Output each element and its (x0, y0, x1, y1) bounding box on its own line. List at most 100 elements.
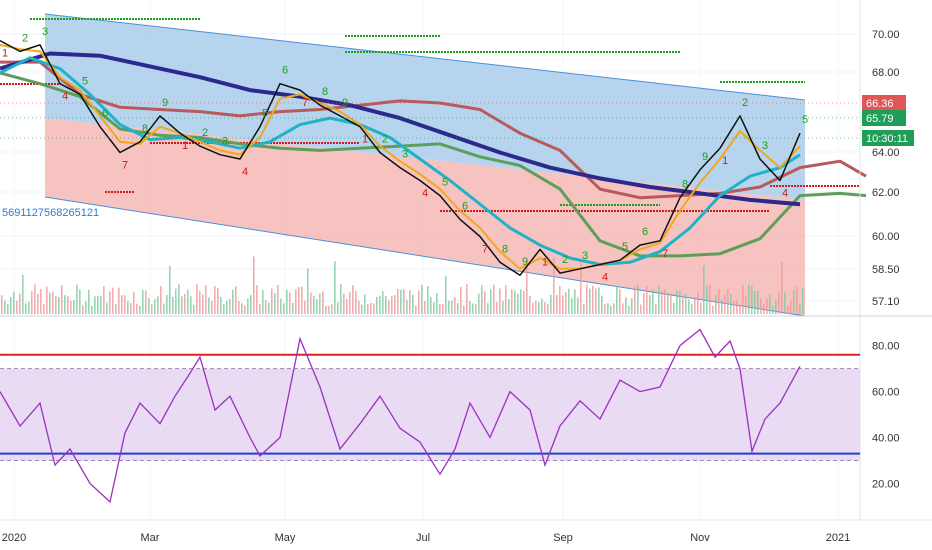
td-number: 3 (42, 26, 48, 38)
td-number: 8 (502, 243, 508, 255)
time-tick-label: Mar (141, 532, 160, 544)
volume-bar (784, 292, 786, 314)
volume-bar (58, 296, 60, 314)
volume-bar (679, 290, 681, 314)
volume-bar (334, 261, 336, 314)
td-number: 7 (302, 97, 308, 109)
volume-bar (670, 293, 672, 314)
volume-bar (298, 286, 300, 314)
volume-bar (463, 305, 465, 314)
volume-bar (55, 296, 57, 314)
volume-bar (499, 288, 501, 314)
volume-bar (4, 300, 6, 314)
volume-bar (601, 295, 603, 314)
volume-bar (550, 294, 552, 314)
td-number: 4 (782, 188, 788, 200)
volume-bar (130, 302, 132, 314)
volume-bar (772, 305, 774, 314)
volume-bar (160, 286, 162, 314)
volume-bar (34, 284, 36, 314)
volume-bar (646, 285, 648, 314)
volume-bar (115, 304, 117, 314)
td-number: 8 (142, 123, 148, 135)
volume-bar (241, 303, 243, 314)
td-number: 5 (262, 108, 268, 120)
volume-bar (331, 304, 333, 314)
volume-bar (682, 294, 684, 314)
volume-bar (265, 299, 267, 314)
price-tick-label: 57.10 (872, 296, 900, 308)
volume-bar (685, 293, 687, 314)
volume-bar (304, 300, 306, 314)
volume-bar (406, 299, 408, 314)
volume-bar (400, 289, 402, 314)
volume-bar (658, 285, 660, 314)
volume-bar (142, 289, 144, 314)
td-number: 2 (22, 32, 28, 44)
volume-bar (262, 290, 264, 314)
volume-bar (553, 257, 555, 314)
rsi-axis-ticks: 80.00 60.00 40.00 20.00 (872, 341, 900, 491)
volume-bar (175, 288, 177, 314)
volume-bar (568, 288, 570, 314)
volume-bar (40, 288, 42, 314)
td-number: 9 (522, 256, 528, 268)
volume-bar (613, 303, 615, 314)
volume-bar (634, 286, 636, 314)
volume-bar (559, 285, 561, 314)
volume-bar (424, 300, 426, 314)
volume-bar (208, 297, 210, 314)
volume-bar (157, 296, 159, 314)
volume-bar (529, 295, 531, 314)
volume-bar (622, 303, 624, 314)
volume-bar (94, 296, 96, 314)
volume-bar (481, 285, 483, 314)
volume-bar (703, 265, 705, 314)
volume-bar (319, 293, 321, 314)
volume-bar (697, 292, 699, 314)
volume-bar (664, 289, 666, 314)
volume-bar (244, 305, 246, 314)
volume-bar (775, 300, 777, 314)
volume-bar (154, 299, 156, 314)
volume-bar (493, 284, 495, 314)
td-number: 8 (682, 179, 688, 191)
volume-bar (196, 284, 198, 314)
volume-bar (13, 291, 15, 314)
td-number: 4 (242, 166, 248, 178)
price-tick-label: 58.50 (872, 264, 900, 276)
volume-bar (787, 305, 789, 314)
volume-bar (394, 295, 396, 314)
volume-bar (688, 299, 690, 314)
price-line (0, 39, 801, 276)
td-number: 1 (2, 48, 8, 60)
volume-bar (721, 299, 723, 314)
td-number: 2 (202, 127, 208, 139)
volume-bar (724, 295, 726, 314)
volume-bar (337, 302, 339, 314)
volume-bar (793, 289, 795, 314)
volume-bar (712, 305, 714, 314)
td-number: 5 (82, 75, 88, 87)
volume-bar (547, 303, 549, 314)
time-tick-label: 2020 (2, 532, 26, 544)
volume-bar (85, 301, 87, 314)
volume-bar (109, 291, 111, 314)
volume-bar (187, 289, 189, 314)
volume-bar (163, 303, 165, 314)
volume-bar (67, 296, 69, 314)
ema-mid-line (0, 56, 801, 266)
volume-bar (364, 294, 366, 314)
volume-bar (508, 299, 510, 314)
volume-bar (757, 291, 759, 314)
volume-bar (580, 260, 582, 314)
volume-bar (388, 300, 390, 314)
volume-bar (739, 305, 741, 314)
volume-bar (676, 290, 678, 314)
td-number: 6 (642, 226, 648, 238)
volume-bar (82, 305, 84, 314)
volume-bar (706, 285, 708, 314)
volume-bar (718, 289, 720, 314)
time-axis-ticks: 2020 Mar May Jul Sep Nov 2021 (2, 532, 850, 544)
